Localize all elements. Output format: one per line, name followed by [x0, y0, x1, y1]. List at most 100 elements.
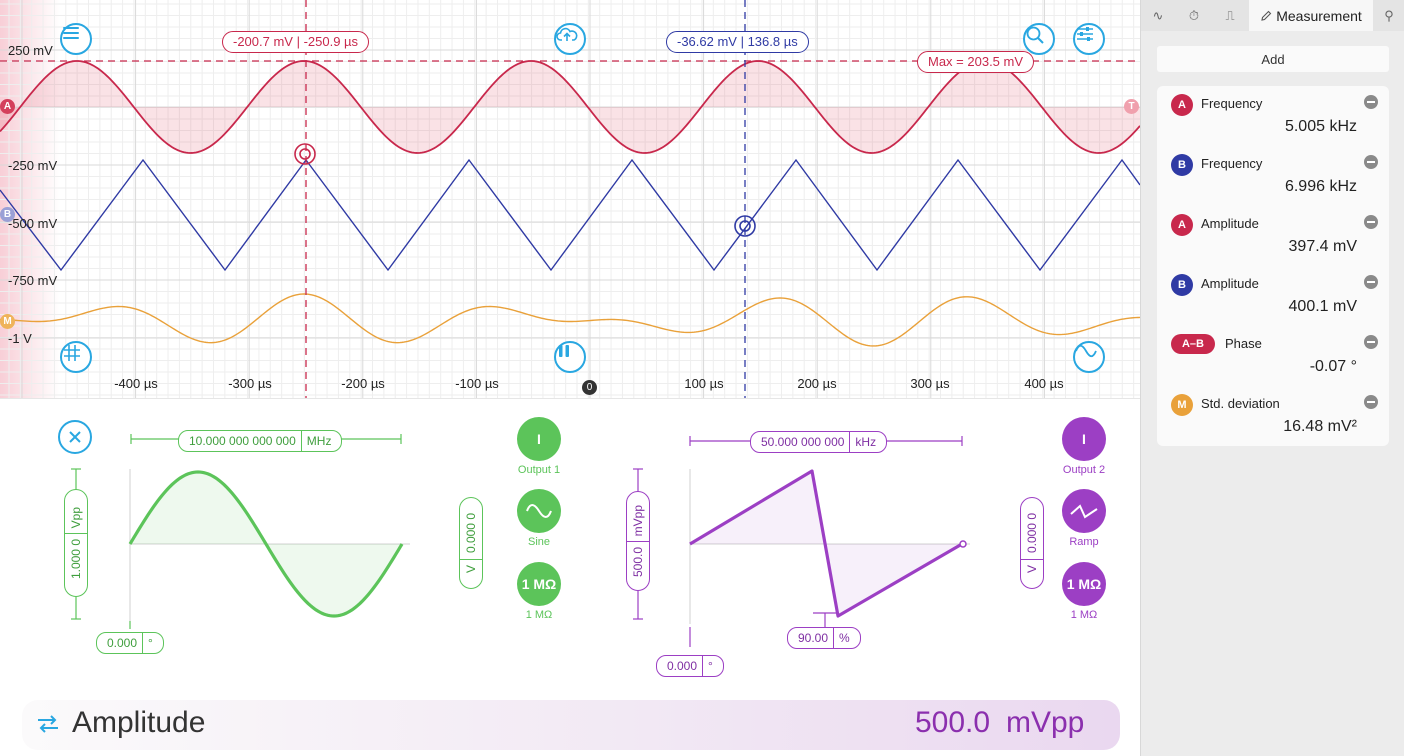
output1-label: Output 1 — [517, 464, 561, 476]
cursor-b-readout[interactable]: -36.62 mV | 136.8 µs — [666, 31, 809, 53]
ramp-wave-icon — [1070, 504, 1098, 519]
grid-icon — [64, 345, 80, 361]
remove-measurement-icon[interactable] — [1364, 95, 1378, 109]
output2-shape-button[interactable] — [1062, 489, 1106, 533]
output2-symmetry-field[interactable]: 90.00% — [787, 627, 861, 649]
frequency-unit: kHz — [855, 435, 877, 449]
power-on-icon: I — [537, 431, 541, 447]
pin-icon: ⚲ — [1384, 7, 1394, 23]
x-label: -200 µs — [341, 376, 385, 391]
channel-badge: A — [1171, 94, 1193, 116]
zoom-button[interactable] — [1023, 23, 1055, 55]
trigger-marker[interactable]: T — [1124, 99, 1139, 114]
zero-marker-label: 0 — [586, 382, 593, 393]
y-label: -750 mV — [8, 273, 58, 288]
output1-frequency-field[interactable]: 10.000 000 000 000 MHz — [178, 430, 343, 452]
phase-unit: ° — [708, 659, 713, 673]
pause-icon — [559, 345, 569, 357]
remove-measurement-icon[interactable] — [1364, 275, 1378, 289]
menu-button[interactable] — [60, 23, 92, 55]
timer-icon: ⏱ — [1188, 7, 1200, 23]
output2-frequency-field[interactable]: 50.000 000 000 kHz — [750, 431, 888, 453]
output1-shape-label: Sine — [527, 536, 551, 548]
swap-arrows-icon[interactable] — [36, 714, 60, 734]
amplitude-value: 1.000 0 — [69, 539, 83, 580]
measurement-item[interactable]: A–B Phase -0.07 ° — [1157, 326, 1389, 384]
cursor-a-marker — [294, 143, 316, 165]
measurement-item[interactable]: B Amplitude 400.1 mV — [1157, 266, 1389, 324]
channel-b-marker[interactable]: B — [0, 207, 15, 222]
max-readout[interactable]: Max = 203.5 mV — [917, 51, 1035, 73]
cursor-a-marker-inner — [299, 148, 311, 160]
cursor-a-readout[interactable]: -200.7 mV | -250.9 µs — [222, 31, 370, 53]
output2-impedance-label: 1 MΩ — [1070, 609, 1098, 621]
measurement-item[interactable]: A Frequency 5.005 kHz — [1157, 86, 1389, 144]
tab-timer[interactable]: ⏱ — [1177, 0, 1211, 31]
output1-preview — [71, 434, 410, 629]
close-icon — [69, 431, 81, 443]
tab-trigger[interactable]: ⎍ — [1213, 0, 1247, 31]
output1-amplitude-field[interactable]: Vpp 1.000 0 — [64, 489, 88, 597]
remove-measurement-icon[interactable] — [1364, 395, 1378, 409]
grid-button[interactable] — [60, 341, 92, 373]
pencil-icon — [1261, 10, 1272, 21]
output1-offset-field[interactable]: 0.000 0 V — [459, 497, 483, 589]
parameter-value[interactable]: 500.0 — [915, 706, 991, 739]
cursor-b-marker-inner — [739, 220, 751, 232]
output1-impedance-button[interactable]: 1 MΩ — [517, 562, 561, 606]
pause-button[interactable] — [554, 341, 586, 373]
output2-shape-label: Ramp — [1069, 536, 1099, 548]
y-label: -250 mV — [8, 158, 58, 173]
channel-m-marker[interactable]: M — [0, 314, 15, 329]
waveform-button[interactable] — [1073, 341, 1105, 373]
close-generator-button[interactable] — [58, 420, 92, 454]
measurement-item[interactable]: A Amplitude 397.4 mV — [1157, 206, 1389, 264]
sine-wave-icon — [1075, 344, 1097, 358]
zero-time-marker[interactable]: 0 — [582, 380, 597, 395]
parameter-title: Amplitude — [72, 706, 206, 739]
remove-measurement-icon[interactable] — [1364, 155, 1378, 169]
offset-value: 0.000 0 — [1025, 513, 1039, 554]
parameter-bar[interactable]: Amplitude 500.0 mVpp — [22, 700, 1120, 750]
channel-a-marker[interactable]: A — [0, 99, 15, 114]
cloud-upload-button[interactable] — [554, 23, 586, 55]
x-label: -300 µs — [228, 376, 272, 391]
add-measurement-button[interactable]: Add — [1157, 46, 1389, 72]
amplitude-unit: mVpp — [631, 504, 645, 537]
tab-measurement-label: Measurement — [1276, 7, 1362, 24]
output1-shape-button[interactable] — [517, 489, 561, 533]
output1-toggle-button[interactable]: I — [517, 417, 561, 461]
measurement-name: Frequency — [1201, 156, 1263, 171]
tab-pin[interactable]: ⚲ — [1373, 0, 1404, 31]
x-label: 300 µs — [910, 376, 950, 391]
x-label: 400 µs — [1024, 376, 1064, 391]
y-label: 250 mV — [8, 43, 53, 58]
x-label: -100 µs — [455, 376, 499, 391]
measurement-name: Phase — [1225, 336, 1262, 351]
x-label: -400 µs — [114, 376, 158, 391]
remove-measurement-icon[interactable] — [1364, 215, 1378, 229]
x-label: 100 µs — [684, 376, 724, 391]
tab-measurement[interactable]: Measurement — [1249, 0, 1373, 31]
output2-toggle-button[interactable]: I — [1062, 417, 1106, 461]
offset-value: 0.000 0 — [464, 513, 478, 554]
measurement-item[interactable]: M Std. deviation 16.48 mV² — [1157, 386, 1389, 444]
offset-symbol: V — [464, 564, 478, 573]
output2-amplitude-field[interactable]: mVpp 500.0 — [626, 491, 650, 591]
remove-measurement-icon[interactable] — [1364, 335, 1378, 349]
output1-phase-field[interactable]: 0.000 ° — [96, 632, 164, 654]
signal-generator-panel: 10.000 000 000 000 MHz Vpp 1.000 0 0.000 °… — [0, 398, 1140, 699]
symmetry-value: 90.00 — [798, 631, 829, 645]
channel-a-trace — [0, 60, 1140, 154]
output2-phase-field[interactable]: 0.000 ° — [656, 655, 724, 677]
channel-badge: M — [1171, 394, 1193, 416]
settings-button[interactable] — [1073, 23, 1105, 55]
output2-offset-field[interactable]: 0.000 0 V — [1020, 497, 1044, 589]
parameter-unit: mVpp — [1006, 706, 1085, 739]
output2-impedance-button[interactable]: 1 MΩ — [1062, 562, 1106, 606]
oscilloscope-display[interactable]: 250 mV -250 mV -500 mV -750 mV -1 V -400… — [0, 0, 1140, 398]
offset-symbol: V — [1025, 564, 1039, 573]
power-on-icon: I — [1082, 431, 1086, 447]
tab-wave[interactable]: ∿ — [1141, 0, 1175, 31]
measurement-item[interactable]: B Frequency 6.996 kHz — [1157, 146, 1389, 204]
